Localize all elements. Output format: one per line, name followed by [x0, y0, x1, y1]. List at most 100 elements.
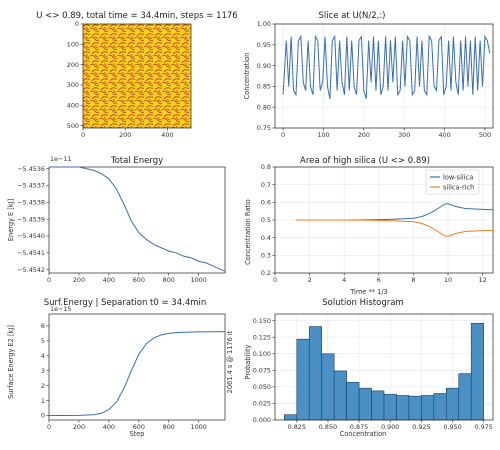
- x-tick-label: 0.950: [443, 423, 461, 431]
- x-tick-label: 1000: [191, 276, 207, 284]
- histogram-bar: [445, 387, 460, 421]
- histogram-frame: [274, 313, 494, 421]
- x-tick-label: 400: [438, 131, 450, 139]
- y-tick-label: 6: [41, 322, 45, 330]
- histogram-bar: [396, 395, 410, 421]
- y-tick-label: 1: [41, 397, 45, 405]
- x-tick-label: 0.850: [319, 423, 337, 431]
- y-tick-label: 3: [41, 367, 45, 375]
- histogram-xlabel: Concentration: [340, 430, 387, 438]
- slice-title: Slice at U(N/2,:): [318, 11, 385, 21]
- total-energy-series-line: [49, 166, 226, 272]
- surface-energy-panel: Surf.Energy | Separation t0 = 34.4min 1e…: [7, 298, 234, 438]
- x-tick-label: 400: [161, 131, 173, 139]
- y-tick-label: 0.2: [261, 269, 271, 277]
- x-tick-label: 0: [47, 276, 51, 284]
- surface-energy-series-line: [49, 331, 226, 417]
- y-tick-label: 0: [41, 412, 45, 420]
- y-tick-label: 100: [67, 41, 79, 49]
- histogram-bar: [433, 393, 447, 421]
- surface-energy-xlabel: Step: [129, 430, 144, 438]
- area-ratio-panel: Area of high silica (U <> 0.89) Concentr…: [244, 156, 494, 296]
- heatmap-image: [83, 24, 191, 128]
- y-tick-label: 0.3: [261, 252, 271, 260]
- y-tick-label: −5.4538: [17, 199, 45, 207]
- y-tick-label: −5.4541: [17, 249, 45, 257]
- histogram-bar: [346, 381, 360, 421]
- legend-label-low-silica: low-silica: [443, 174, 473, 182]
- x-tick-label: 0: [81, 131, 85, 139]
- surface-energy-offset-text: 1e−15: [50, 305, 71, 313]
- histogram-bar: [470, 322, 484, 421]
- histogram-title: Solution Histogram: [322, 298, 403, 308]
- total-energy-panel: Total Energy 1e−11 Energy E [kJ] 0 200 400…: [7, 155, 226, 284]
- histogram-bar: [296, 338, 310, 421]
- y-tick-label: −5.4542: [17, 266, 45, 274]
- x-tick-label: 600: [133, 276, 145, 284]
- y-tick-label: 400: [67, 101, 79, 109]
- y-tick-label: 0: [75, 20, 79, 28]
- y-tick-label: 0.150: [253, 317, 271, 325]
- y-tick-label: 0.050: [253, 383, 271, 391]
- area-ratio-frame: [274, 166, 494, 274]
- x-tick-label: 200: [358, 131, 370, 139]
- x-tick-label: 200: [119, 131, 131, 139]
- total-energy-offset-text: 1e−11: [50, 155, 71, 163]
- heatmap-panel: U <> 0.89, total time = 34.4min, steps =…: [36, 11, 237, 139]
- y-tick-label: 0.100: [253, 350, 271, 358]
- y-tick-label: −5.4540: [17, 232, 45, 240]
- histogram-bar: [321, 353, 335, 421]
- x-tick-label: 800: [163, 423, 175, 431]
- histogram-bar: [383, 393, 397, 421]
- y-tick-label: 4: [41, 352, 45, 360]
- x-tick-label: 0.925: [412, 423, 430, 431]
- x-tick-label: 8: [411, 276, 415, 284]
- x-tick-label: 800: [163, 276, 175, 284]
- x-tick-label: 12: [479, 276, 487, 284]
- area-ratio-xlabel: Time ** 1/3: [349, 288, 388, 296]
- y-tick-label: 200: [67, 61, 79, 69]
- x-tick-label: 0.825: [288, 423, 306, 431]
- y-tick-label: −5.4536: [17, 165, 45, 173]
- x-tick-label: 6: [377, 276, 381, 284]
- histogram-ylabel: Probability: [244, 344, 252, 379]
- x-tick-label: 500: [479, 131, 491, 139]
- x-tick-label: 2: [308, 276, 312, 284]
- histogram-bar: [284, 414, 298, 421]
- y-tick-label: 300: [67, 81, 79, 89]
- x-tick-label: 200: [73, 276, 85, 284]
- total-energy-title: Total Energy: [110, 156, 163, 166]
- x-tick-label: 1000: [191, 423, 207, 431]
- histogram-bar: [371, 390, 385, 421]
- total-energy-frame: [48, 166, 226, 274]
- surface-energy-frame: [48, 313, 226, 421]
- slice-frame: [274, 23, 494, 129]
- x-tick-label: 0: [273, 276, 277, 284]
- y-tick-label: 0.75: [257, 124, 271, 132]
- y-tick-label: 0.4: [261, 234, 271, 242]
- x-tick-label: 0.900: [381, 423, 399, 431]
- histogram-panel: Solution Histogram Probability Concentra…: [244, 298, 494, 438]
- histogram-bar: [458, 373, 472, 421]
- y-tick-label: 0.075: [253, 367, 271, 375]
- x-tick-label: 0: [281, 131, 285, 139]
- legend-label-silica-rich: silica-rich: [443, 184, 474, 192]
- x-tick-label: 300: [398, 131, 410, 139]
- y-tick-label: 0.85: [257, 83, 271, 91]
- area-ratio-ylabel: Concentration Ratio: [244, 199, 252, 265]
- surface-energy-side-label: 2061.4 s @ 1176 it: [226, 330, 234, 393]
- x-tick-label: 400: [103, 276, 115, 284]
- x-tick-label: 0: [47, 423, 51, 431]
- x-tick-label: 4: [342, 276, 346, 284]
- series-line-silica-rich: [295, 219, 494, 237]
- y-tick-label: 0.95: [257, 41, 271, 49]
- y-tick-label: −5.4539: [17, 215, 45, 223]
- y-tick-label: 5: [41, 337, 45, 345]
- x-tick-label: 600: [133, 423, 145, 431]
- area-ratio-title: Area of high silica (U <> 0.89): [300, 156, 430, 166]
- x-tick-label: 200: [73, 423, 85, 431]
- y-tick-label: 0.5: [261, 216, 271, 224]
- y-tick-label: 2: [41, 382, 45, 390]
- y-tick-label: 0.80: [257, 103, 271, 111]
